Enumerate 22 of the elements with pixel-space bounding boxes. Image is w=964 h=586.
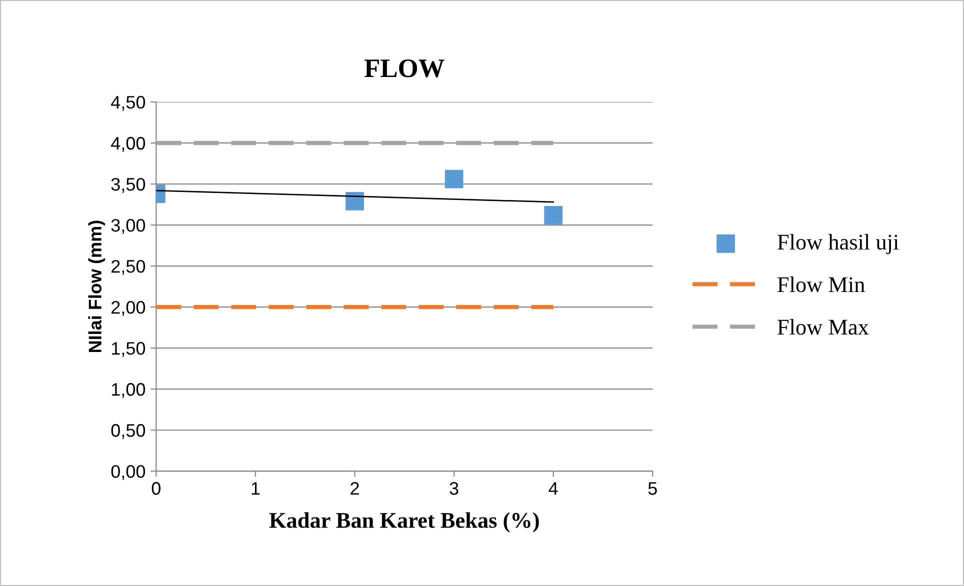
y-tick-label: 2,50 [112, 260, 146, 275]
legend-label: Flow Min [778, 276, 865, 292]
y-tick-label: 2,00 [112, 301, 146, 316]
x-tick-label: 5 [648, 482, 657, 495]
y-tick-label: 3,50 [111, 178, 146, 193]
legend-label: Flow hasil uji [778, 234, 899, 254]
y-tick-label: 4,50 [111, 96, 146, 111]
legend-label: Flow Max [778, 319, 869, 335]
x-tick-label: 3 [450, 482, 458, 495]
y-tick-label: 0,00 [111, 465, 146, 480]
y-tick-label: 1,50 [112, 342, 146, 357]
x-tick-label: 0 [152, 482, 160, 495]
chart-title: FLOW [364, 59, 444, 78]
y-tick-label: 3,00 [111, 218, 146, 234]
x-axis-title: Kadar Ban Karet Bekas (%) [269, 512, 539, 532]
x-tick-label: 4 [548, 482, 558, 495]
y-tick-label: 4,00 [111, 136, 146, 152]
x-tick-label: 1 [252, 482, 260, 495]
y-axis-title: NIlai Flow (mm) [88, 220, 106, 352]
x-tick-label: 2 [350, 482, 359, 495]
y-tick-label: 0,50 [111, 424, 146, 439]
y-tick-label: 1,00 [112, 383, 146, 398]
